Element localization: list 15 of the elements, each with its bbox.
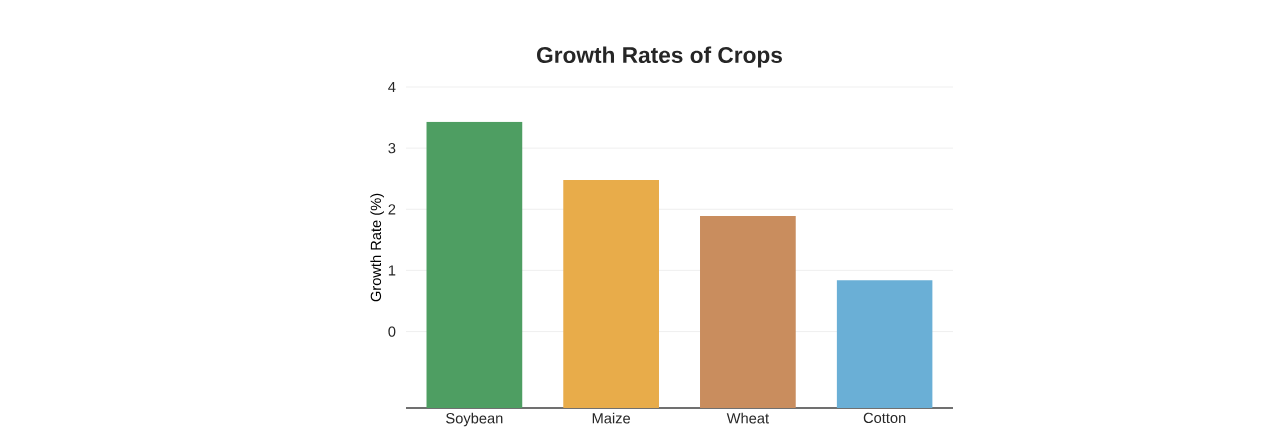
- y-tick-label: 1: [388, 265, 396, 276]
- bar: [426, 121, 523, 408]
- bar: [700, 216, 796, 408]
- chart-title: Growth Rates of Crops: [537, 46, 782, 68]
- x-tick-label: Maize: [592, 412, 631, 424]
- bar: [836, 280, 933, 408]
- y-axis-title: Growth Rate (%): [370, 193, 384, 302]
- y-tick-label: 0: [388, 326, 396, 337]
- x-tick-label: Soybean: [446, 412, 503, 427]
- y-tick-label: 4: [388, 81, 396, 93]
- bar: [563, 179, 659, 408]
- x-tick-label: Cotton: [863, 412, 906, 424]
- y-tick-label: 3: [388, 142, 396, 154]
- x-tick-label: Wheat: [726, 412, 769, 424]
- y-tick-label: 2: [388, 204, 396, 215]
